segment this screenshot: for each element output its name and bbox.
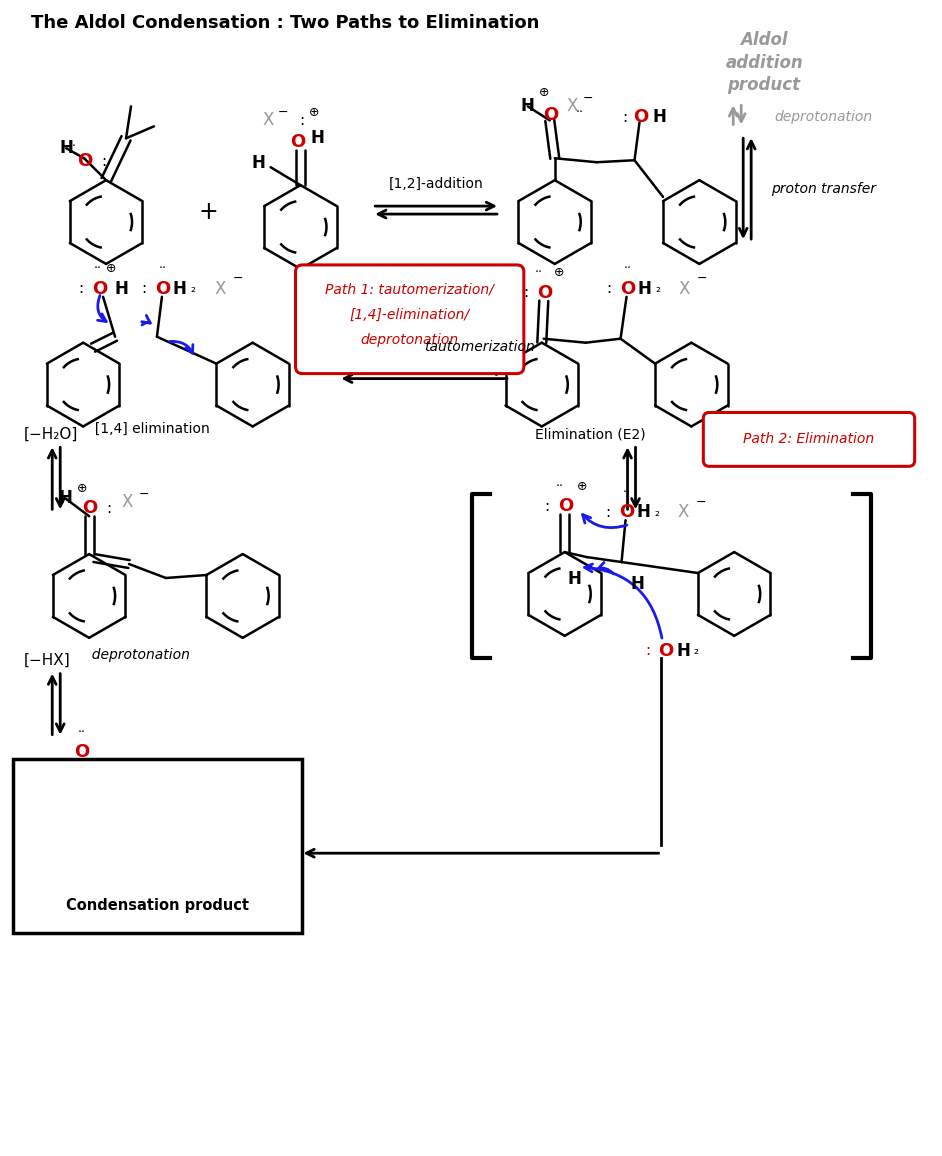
Text: :: : — [523, 286, 528, 301]
Text: X: X — [566, 97, 577, 116]
Text: O: O — [290, 133, 305, 151]
Text: H: H — [114, 280, 128, 298]
Text: ⋅⋅: ⋅⋅ — [68, 140, 76, 153]
Text: ₂: ₂ — [654, 505, 659, 519]
Text: O: O — [544, 106, 559, 125]
Text: ⊕: ⊕ — [554, 266, 564, 280]
Text: :: : — [78, 281, 84, 296]
Text: Elimination (E2): Elimination (E2) — [535, 428, 645, 442]
Text: O: O — [558, 497, 574, 516]
Text: H: H — [653, 109, 666, 126]
Text: O: O — [619, 503, 634, 521]
Text: O: O — [620, 280, 635, 298]
Text: H: H — [521, 97, 535, 116]
Text: ⊕: ⊕ — [577, 480, 587, 492]
Text: Aldol: Aldol — [740, 30, 788, 49]
Text: O: O — [92, 280, 107, 298]
Text: :: : — [102, 154, 106, 169]
Text: [−H₂O]: [−H₂O] — [24, 427, 77, 442]
FancyBboxPatch shape — [296, 265, 524, 373]
Text: −: − — [696, 496, 706, 509]
Text: :: : — [622, 110, 627, 125]
Text: H: H — [59, 139, 73, 157]
Text: deprotonation: deprotonation — [774, 110, 872, 125]
Text: product: product — [727, 76, 801, 95]
Text: −: − — [582, 92, 593, 105]
Text: The Aldol Condensation : Two Paths to Elimination: The Aldol Condensation : Two Paths to El… — [31, 14, 540, 31]
Text: X: X — [677, 503, 689, 521]
Text: −: − — [277, 106, 288, 119]
Text: +: + — [199, 200, 219, 224]
Text: H: H — [676, 642, 690, 660]
Text: :: : — [299, 113, 304, 128]
Text: :: : — [605, 505, 610, 520]
Text: :: : — [606, 281, 611, 296]
Text: deprotonation: deprotonation — [360, 333, 458, 347]
Text: ⋅⋅: ⋅⋅ — [623, 486, 630, 498]
Text: ⋅⋅: ⋅⋅ — [556, 480, 563, 492]
Text: O: O — [155, 280, 171, 298]
Text: H: H — [173, 280, 187, 298]
Text: :: : — [106, 501, 112, 516]
Text: −: − — [697, 273, 707, 286]
Text: X: X — [122, 494, 133, 511]
Text: O: O — [83, 499, 98, 517]
Text: O: O — [658, 642, 673, 660]
Text: ⋅⋅: ⋅⋅ — [576, 106, 584, 119]
FancyBboxPatch shape — [13, 759, 302, 933]
Text: [1,4] elimination: [1,4] elimination — [86, 422, 210, 436]
Text: ⋅⋅: ⋅⋅ — [159, 262, 167, 275]
Text: O: O — [77, 153, 92, 170]
Text: Path 2: Elimination: Path 2: Elimination — [743, 432, 874, 446]
Text: proton transfer: proton transfer — [771, 183, 876, 197]
Text: ⊕: ⊕ — [77, 482, 88, 495]
Text: ⋅⋅: ⋅⋅ — [94, 262, 102, 275]
Text: O: O — [537, 284, 552, 302]
Text: tautomerization: tautomerization — [424, 340, 535, 354]
Text: ⊕: ⊕ — [539, 86, 549, 99]
Text: :: : — [645, 643, 650, 658]
Text: X: X — [263, 111, 274, 129]
Text: H: H — [568, 570, 581, 588]
Text: −: − — [138, 488, 149, 501]
Text: [1,2]-addition: [1,2]-addition — [389, 177, 483, 191]
Text: ₂: ₂ — [694, 644, 699, 658]
Text: H: H — [311, 129, 324, 147]
Text: X: X — [214, 280, 225, 298]
Text: H: H — [630, 575, 644, 593]
Text: ⊕: ⊕ — [106, 262, 116, 275]
Text: O: O — [633, 109, 648, 126]
Text: H: H — [637, 503, 650, 521]
Text: deprotonation: deprotonation — [83, 647, 190, 661]
Text: ⋅⋅: ⋅⋅ — [78, 726, 86, 739]
Text: H: H — [252, 154, 266, 172]
Text: −: − — [233, 273, 243, 286]
FancyBboxPatch shape — [704, 413, 915, 466]
Text: H: H — [638, 280, 652, 298]
Text: :: : — [141, 281, 147, 296]
Text: ⋅⋅: ⋅⋅ — [624, 262, 631, 275]
Text: [1,4]-elimination/: [1,4]-elimination/ — [349, 307, 469, 321]
Text: addition: addition — [725, 53, 803, 72]
Text: Condensation product: Condensation product — [67, 897, 250, 912]
Text: O: O — [74, 743, 89, 762]
Text: ⋅⋅: ⋅⋅ — [535, 266, 543, 280]
Text: X: X — [678, 280, 690, 298]
Text: [−HX]: [−HX] — [24, 653, 70, 668]
Text: :: : — [544, 498, 549, 513]
Text: ₂: ₂ — [190, 282, 195, 295]
Text: ₂: ₂ — [655, 282, 660, 295]
Text: Path 1: tautomerization/: Path 1: tautomerization/ — [325, 283, 494, 297]
Text: ⊕: ⊕ — [309, 106, 319, 119]
Text: H: H — [58, 489, 73, 507]
